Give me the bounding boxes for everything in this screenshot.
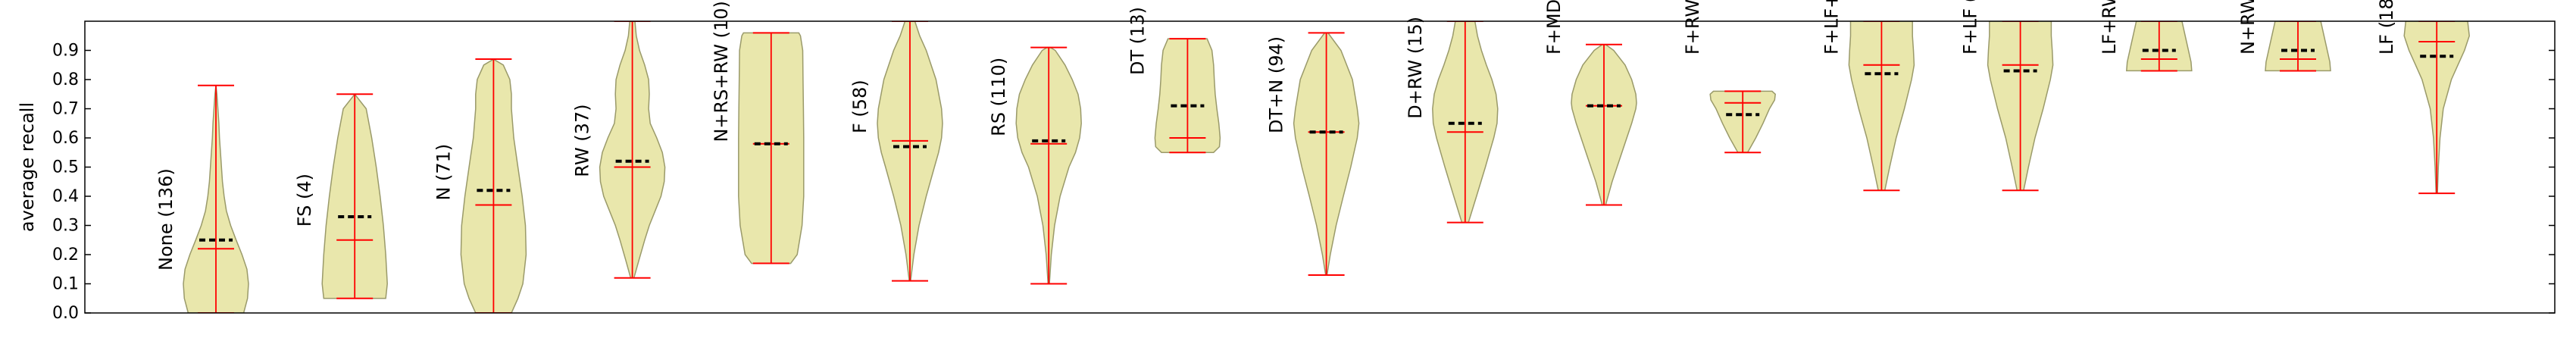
violin-5 [738,32,805,264]
violin-8 [1154,38,1221,154]
violin-15 [2125,21,2193,72]
violin-label: DT (13) [1127,7,1148,75]
violin-1 [183,84,249,313]
violin-label: F+MD+RS+RW (15) [1543,0,1565,55]
y-tick-label: 0.1 [52,275,79,294]
y-tick-label: 0.8 [52,70,79,89]
violin-label: F+LF (18) [1960,0,1981,55]
violin-6 [877,21,943,282]
y-tick-label: 0.0 [52,304,79,323]
violin-2 [321,93,388,299]
violin-label: RS (110) [988,58,1009,136]
violin-11 [1571,43,1637,206]
violin-label: N+RW (3) [2237,0,2259,55]
y-axis-label: average recall [17,102,38,232]
violin-label: LF (18) [2376,0,2397,55]
y-tick-label: 0.5 [52,158,79,177]
violin-10 [1432,21,1499,224]
y-tick-label: 0.6 [52,129,79,148]
violin-label: N (71) [433,144,454,201]
violin-3 [460,58,527,313]
axes-group: 0.0 0.1 0.2 0.3 0.4 0.5 0.6 0.7 0.8 0.9 [52,20,2556,323]
violin-label: F+RW (7) [1682,0,1703,55]
violin-16 [2265,21,2331,72]
violin-12 [1709,90,1776,154]
y-tick-label: 0.4 [52,187,79,206]
violin-13 [1848,21,1915,192]
violin-label: LF+RW (3) [2099,0,2120,55]
violin-label: F+LF+MD (15) [1821,0,1842,55]
violin-label: N+RS+RW (10) [711,1,732,142]
violin-label: DT+N (94) [1266,36,1287,133]
violins-group [183,21,2470,313]
y-tick-label: 0.7 [52,100,79,119]
violin-4 [599,21,666,279]
violin-label: RW (37) [572,104,593,177]
violin-label: None (136) [155,168,177,271]
violin-9 [1293,32,1360,276]
violin-label: F (58) [849,80,871,133]
y-tick-label: 0.3 [52,217,79,236]
violin-17 [2403,21,2470,195]
y-tick-label: 0.2 [52,246,79,264]
y-tick-label: 0.9 [52,42,79,61]
violin-label: FS (4) [294,174,315,227]
violin-label: D+RW (15) [1405,17,1426,119]
violin-7 [1015,46,1082,285]
violin-14 [1987,21,2054,192]
